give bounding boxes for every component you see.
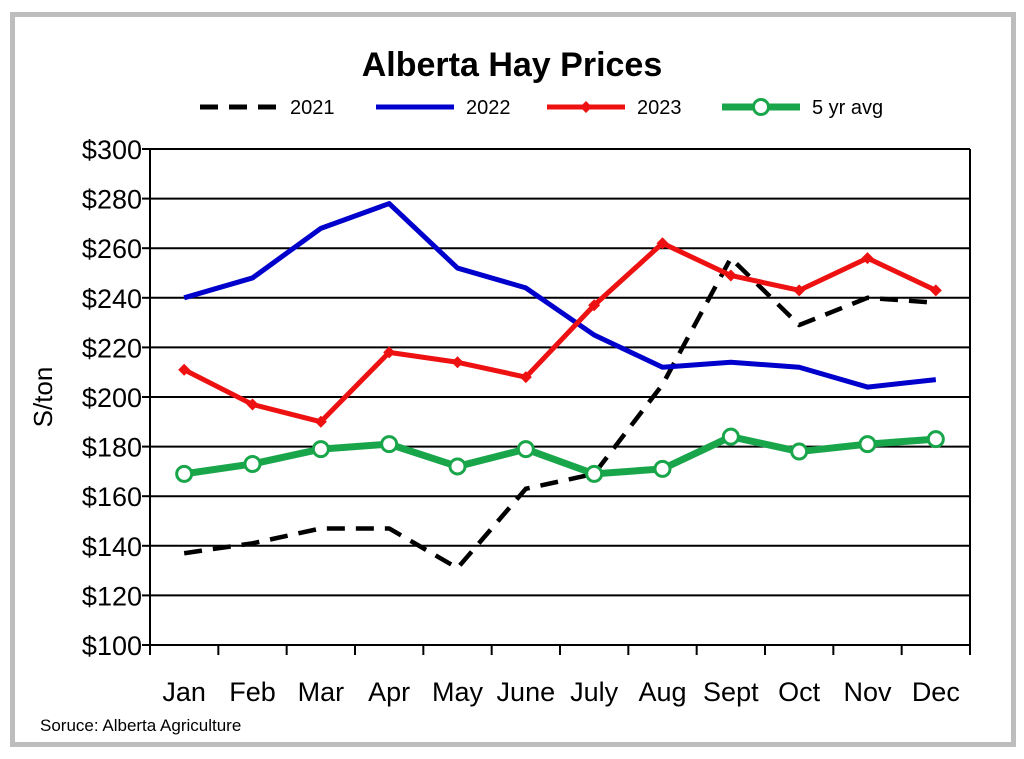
data-point (858, 435, 877, 454)
data-point (585, 464, 604, 483)
x-tick-label: Aug (638, 677, 686, 707)
x-tick-label: Apr (368, 677, 410, 707)
data-point (383, 346, 396, 359)
data-point (175, 464, 194, 483)
data-point (790, 442, 809, 461)
y-tick-label: $280 (82, 185, 142, 215)
chart-title: Alberta Hay Prices (361, 46, 663, 84)
data-point (314, 415, 327, 428)
data-point (929, 284, 942, 297)
x-tick-label: July (570, 677, 619, 707)
y-tick-label: $200 (82, 383, 142, 413)
x-tick-label: Sept (703, 677, 759, 707)
y-tick-label: $140 (82, 532, 142, 562)
x-tick-label: Dec (912, 677, 960, 707)
y-tick-label: $260 (82, 234, 142, 264)
x-tick-label: Nov (843, 677, 892, 707)
data-point (311, 440, 330, 459)
data-point (178, 363, 191, 376)
legend-label: 5 yr avg (812, 97, 883, 119)
legend-label: 2023 (637, 97, 682, 119)
data-point (519, 371, 532, 384)
y-tick-label: $220 (82, 333, 142, 363)
data-point (380, 435, 399, 454)
x-tick-label: May (432, 677, 484, 707)
y-tick-label: $100 (82, 631, 142, 661)
legend-marker (580, 101, 592, 113)
data-point (656, 237, 669, 250)
x-tick-label: Mar (298, 677, 345, 707)
data-point (861, 252, 874, 265)
legend-label: 2021 (290, 97, 335, 119)
data-point (926, 430, 945, 449)
y-axis-label: S/ton (28, 367, 58, 428)
source-note: Soruce: Alberta Agriculture (40, 716, 242, 735)
y-tick-label: $180 (82, 433, 142, 463)
x-tick-label: Oct (778, 677, 821, 707)
y-tick-label: $300 (82, 135, 142, 165)
series-line-2022 (183, 201, 937, 390)
y-tick-label: $120 (82, 581, 142, 611)
data-point (724, 269, 737, 282)
x-tick-label: June (497, 677, 556, 707)
series-line-2021 (183, 255, 936, 571)
series-line-5-yr-avg (183, 433, 937, 478)
x-tick-label: Feb (229, 677, 276, 707)
data-point (721, 427, 740, 446)
data-point (243, 454, 262, 473)
legend-marker (752, 98, 770, 116)
data-point (448, 457, 467, 476)
data-point (246, 398, 259, 411)
y-tick-label: $160 (82, 482, 142, 512)
data-point (653, 459, 672, 478)
data-point (793, 284, 806, 297)
data-point (451, 356, 464, 369)
y-tick-label: $240 (82, 284, 142, 314)
data-point (588, 299, 601, 312)
series-line-2023 (183, 240, 937, 425)
data-point (516, 440, 535, 459)
x-tick-label: Jan (162, 677, 206, 707)
legend-label: 2022 (466, 97, 511, 119)
